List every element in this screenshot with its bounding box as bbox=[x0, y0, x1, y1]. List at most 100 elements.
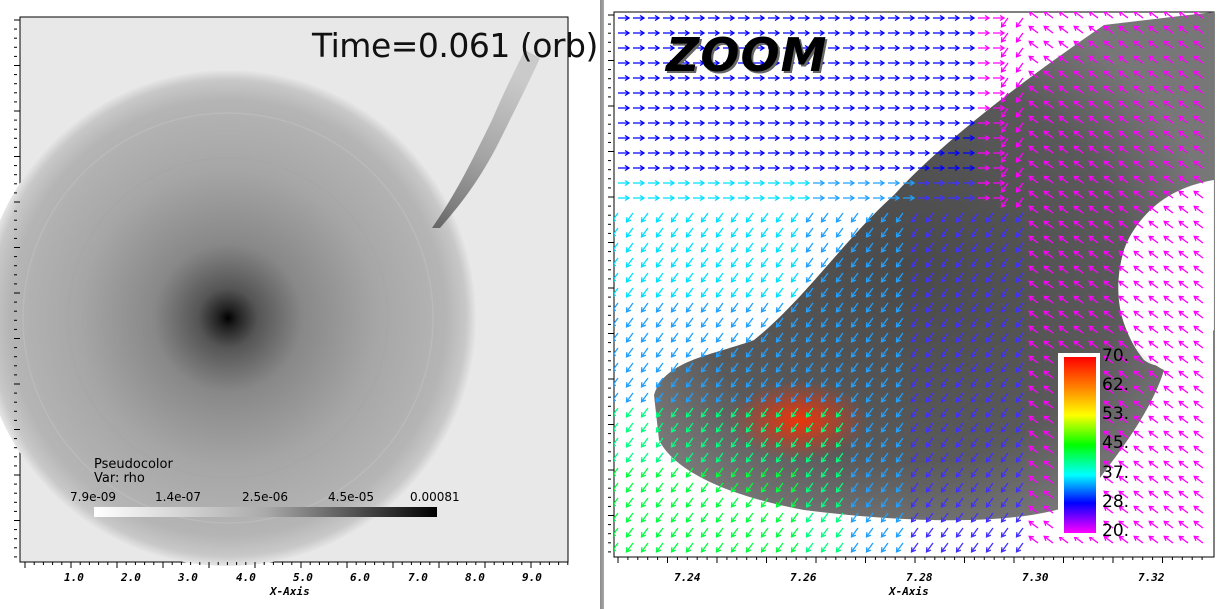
velocity-arrow bbox=[1028, 355, 1039, 364]
velocity-arrow bbox=[940, 467, 949, 478]
velocity-arrow bbox=[723, 14, 736, 22]
velocity-arrow bbox=[670, 467, 679, 478]
velocity-arrow bbox=[1118, 310, 1129, 319]
velocity-arrow bbox=[693, 194, 706, 202]
velocity-arrow bbox=[1103, 310, 1114, 319]
velocity-arrow bbox=[940, 272, 949, 283]
velocity-arrow bbox=[1000, 92, 1009, 103]
velocity-arrow bbox=[1000, 32, 1009, 43]
velocity-arrow bbox=[948, 14, 961, 22]
velocity-arrow bbox=[614, 362, 619, 372]
velocity-arrow bbox=[850, 392, 859, 403]
colorbar-tick: 45. bbox=[1102, 433, 1130, 453]
velocity-arrow bbox=[790, 407, 799, 418]
velocity-arrow bbox=[1178, 370, 1189, 379]
velocity-arrow bbox=[873, 194, 886, 202]
velocity-arrow bbox=[640, 377, 649, 388]
velocity-arrow bbox=[910, 302, 919, 313]
velocity-arrow bbox=[1088, 12, 1099, 19]
velocity-arrow bbox=[693, 44, 706, 52]
velocity-arrow bbox=[625, 272, 634, 283]
velocity-arrow bbox=[1163, 415, 1174, 424]
velocity-arrow bbox=[1028, 415, 1039, 424]
velocity-arrow bbox=[1043, 460, 1054, 469]
velocity-arrow bbox=[835, 422, 844, 433]
velocity-arrow bbox=[1088, 70, 1099, 79]
velocity-arrow bbox=[850, 482, 859, 493]
velocity-arrow bbox=[798, 14, 811, 22]
velocity-arrow bbox=[790, 317, 799, 328]
velocity-arrow bbox=[1073, 280, 1084, 289]
velocity-arrow bbox=[1088, 145, 1099, 154]
velocity-arrow bbox=[738, 119, 751, 127]
velocity-arrow bbox=[685, 272, 694, 283]
velocity-arrow bbox=[850, 332, 859, 343]
velocity-arrow bbox=[895, 347, 904, 358]
velocity-arrow bbox=[618, 44, 631, 52]
velocity-arrow bbox=[850, 497, 859, 508]
hot-spot bbox=[729, 380, 869, 460]
velocity-arrow bbox=[1103, 535, 1114, 544]
x-tick-label: 7.0 bbox=[408, 571, 428, 584]
velocity-arrow bbox=[1178, 445, 1189, 454]
velocity-arrow bbox=[640, 257, 649, 268]
velocity-arrow bbox=[1103, 325, 1114, 334]
velocity-arrow bbox=[640, 347, 649, 358]
velocity-arrow bbox=[1073, 340, 1084, 349]
velocity-arrow bbox=[745, 467, 754, 478]
velocity-arrow bbox=[1028, 490, 1039, 499]
velocity-arrow bbox=[753, 149, 766, 157]
velocity-arrow bbox=[1073, 55, 1084, 64]
velocity-arrow bbox=[768, 29, 781, 37]
velocity-arrow bbox=[625, 452, 634, 463]
velocity-arrow bbox=[1058, 280, 1069, 289]
velocity-arrow bbox=[1193, 340, 1204, 349]
velocity-arrow bbox=[805, 542, 814, 553]
velocity-arrow bbox=[730, 257, 739, 268]
velocity-arrow bbox=[640, 332, 649, 343]
velocity-arrow bbox=[1015, 122, 1024, 133]
velocity-arrow bbox=[1000, 107, 1009, 118]
velocity-arrow bbox=[1043, 55, 1054, 64]
velocity-arrow bbox=[1118, 385, 1129, 394]
velocity-arrow bbox=[1058, 100, 1069, 109]
velocity-arrow bbox=[685, 377, 694, 388]
velocity-arrow bbox=[940, 347, 949, 358]
velocity-arrow bbox=[614, 437, 619, 447]
velocity-arrow bbox=[738, 89, 751, 97]
velocity-arrow bbox=[1015, 227, 1024, 238]
velocity-arrow bbox=[820, 257, 829, 268]
colorbar-tick: 53. bbox=[1102, 404, 1130, 424]
velocity-arrow bbox=[970, 302, 979, 313]
velocity-arrow bbox=[940, 422, 949, 433]
velocity-arrow bbox=[1028, 280, 1039, 289]
velocity-arrow bbox=[1103, 520, 1114, 529]
velocity-arrow bbox=[1193, 25, 1204, 34]
velocity-arrow bbox=[1043, 280, 1054, 289]
velocity-arrow bbox=[1103, 145, 1114, 154]
velocity-arrow bbox=[805, 437, 814, 448]
velocity-arrow bbox=[970, 512, 979, 523]
velocity-arrow bbox=[940, 542, 949, 553]
velocity-arrow bbox=[1058, 12, 1069, 19]
velocity-arrow bbox=[1043, 220, 1054, 229]
velocity-arrow bbox=[1193, 55, 1204, 64]
velocity-arrow bbox=[993, 104, 1006, 112]
velocity-arrow bbox=[798, 104, 811, 112]
velocity-arrow bbox=[655, 377, 664, 388]
velocity-arrow bbox=[1043, 40, 1054, 49]
velocity-arrow bbox=[760, 272, 769, 283]
velocity-arrow bbox=[1163, 190, 1174, 199]
velocity-arrow bbox=[693, 74, 706, 82]
velocity-arrow bbox=[640, 227, 649, 238]
velocity-arrow bbox=[1058, 25, 1069, 34]
accretion-disk bbox=[0, 70, 476, 566]
velocity-arrow bbox=[1193, 265, 1204, 274]
velocity-arrow bbox=[640, 527, 649, 538]
velocity-arrow bbox=[723, 89, 736, 97]
velocity-arrow bbox=[723, 134, 736, 142]
velocity-arrow bbox=[963, 104, 976, 112]
velocity-arrow bbox=[655, 257, 664, 268]
velocity-arrow bbox=[708, 164, 721, 172]
velocity-arrow bbox=[1043, 355, 1054, 364]
